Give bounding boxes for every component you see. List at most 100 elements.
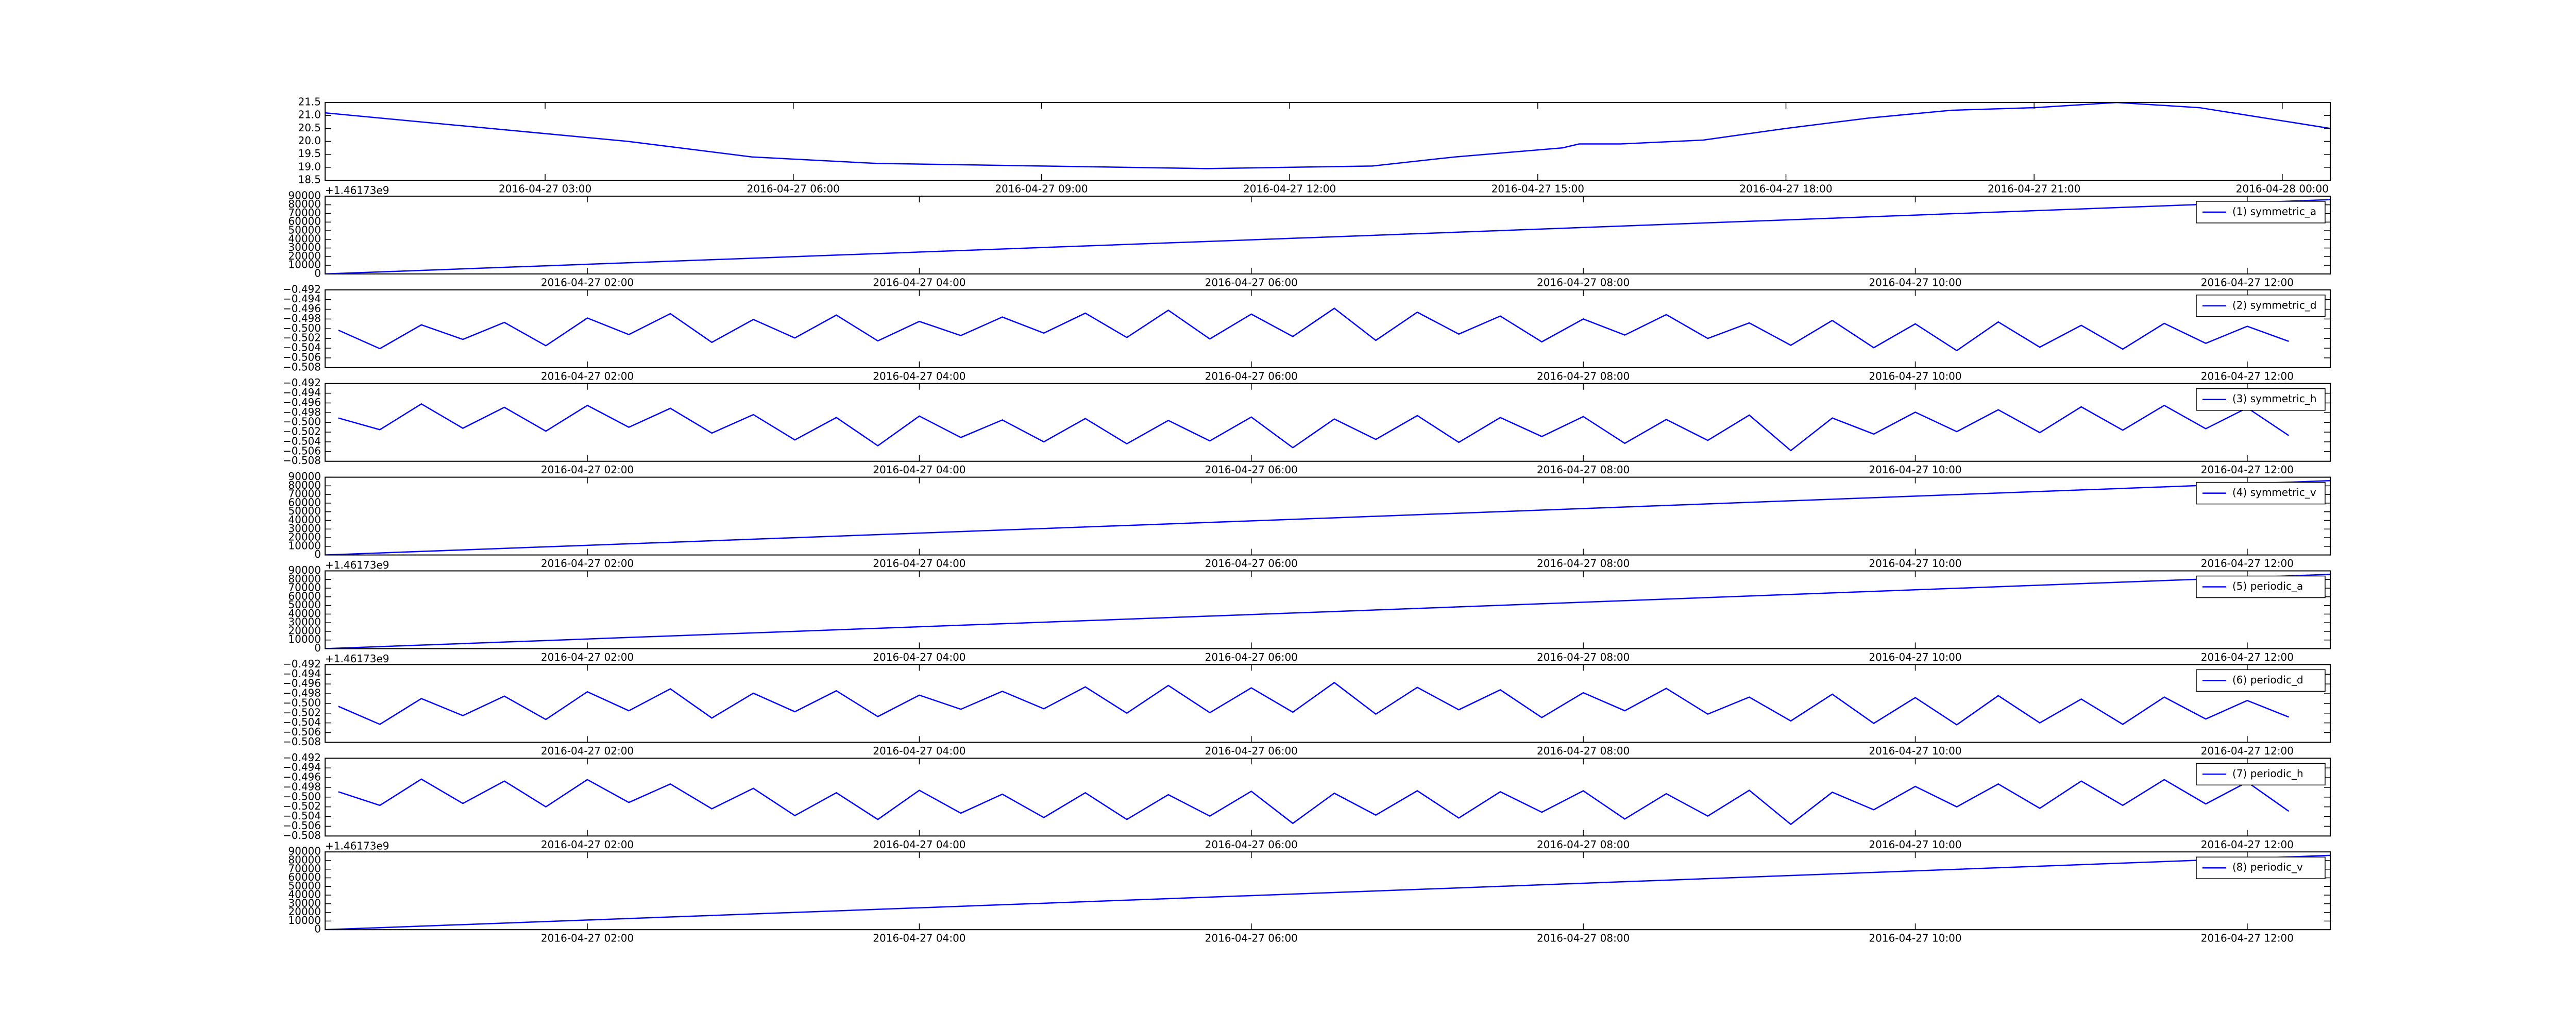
x-tick-label: 2016-04-27 10:00 <box>1869 276 1961 288</box>
y-tick-label: −0.498 <box>283 687 321 699</box>
x-tick-label: 2016-04-27 10:00 <box>1869 838 1961 851</box>
x-tick-label: 2016-04-27 12:00 <box>2201 745 2294 757</box>
plot-area <box>325 477 2330 555</box>
plot-lines <box>325 199 2330 274</box>
legend-label: (5) periodic_a <box>2232 580 2303 592</box>
axes-frame <box>325 289 2331 368</box>
y-tick-label: −0.508 <box>283 454 321 467</box>
axes-frame <box>325 758 2331 837</box>
data-line <box>338 403 2290 452</box>
y-tick-label: −0.496 <box>283 677 321 690</box>
x-tick-label: 2016-04-27 12:00 <box>2201 838 2294 851</box>
data-line <box>325 199 2330 274</box>
y-tick-label: 80000 <box>288 853 321 866</box>
legend: (1) symmetric_a <box>2196 201 2326 224</box>
data-line <box>338 307 2289 352</box>
y-tick-label: −0.496 <box>283 302 321 315</box>
y-tick-label: 20.5 <box>298 122 321 134</box>
y-tick-label: −0.504 <box>283 716 321 728</box>
axes-frame <box>325 476 2331 556</box>
x-tick-label: 2016-04-27 02:00 <box>541 932 634 945</box>
y-tick-label: −0.500 <box>283 322 321 334</box>
y-tick-label: 30000 <box>288 616 321 628</box>
y-tick-label: −0.504 <box>283 810 321 822</box>
y-tick-label: −0.500 <box>283 790 321 802</box>
y-tick-label: 50000 <box>288 505 321 517</box>
x-tick-label: 2016-04-27 06:00 <box>1205 651 1298 663</box>
data-line <box>338 778 2290 826</box>
x-tick-label: 2016-04-27 03:00 <box>499 183 591 195</box>
y-tick-label: 20000 <box>288 624 321 637</box>
x-tick-label: 2016-04-27 04:00 <box>873 557 965 570</box>
subplot: −0.508−0.506−0.504−0.502−0.500−0.498−0.4… <box>283 653 2331 757</box>
y-tick-label: 20000 <box>288 531 321 543</box>
plot-lines <box>338 778 2290 826</box>
x-tick-label: 2016-04-27 04:00 <box>873 464 965 476</box>
y-tick-label: 80000 <box>288 573 321 585</box>
y-tick-label: −0.506 <box>283 819 321 832</box>
x-tick-label: 2016-04-27 04:00 <box>873 745 965 757</box>
x-tick-label: 2016-04-27 02:00 <box>541 557 634 570</box>
y-tick-label: 50000 <box>288 598 321 611</box>
plot-lines <box>325 480 2330 555</box>
y-tick-label: −0.502 <box>283 425 321 438</box>
x-tick-label: 2016-04-27 08:00 <box>1537 276 1630 288</box>
y-tick-label: 90000 <box>288 470 321 483</box>
plot-area <box>325 571 2330 649</box>
subplot: −0.508−0.506−0.504−0.502−0.500−0.498−0.4… <box>283 751 2331 851</box>
axes-frame <box>325 570 2331 649</box>
x-tick-label: 2016-04-27 08:00 <box>1537 838 1630 851</box>
y-tick-label: −0.494 <box>283 761 321 774</box>
x-tick-label: 2016-04-27 08:00 <box>1537 464 1630 476</box>
y-tick-label: −0.492 <box>283 658 321 670</box>
x-tick-label: 2016-04-27 08:00 <box>1537 557 1630 570</box>
y-tick-label: 40000 <box>288 607 321 620</box>
y-tick-label: −0.494 <box>283 293 321 305</box>
legend: (5) periodic_a <box>2196 575 2326 598</box>
y-tick-label: 70000 <box>288 488 321 500</box>
y-tick-label: 80000 <box>288 479 321 491</box>
x-tick-label: 2016-04-27 06:00 <box>1205 370 1298 382</box>
y-tick-label: 21.5 <box>298 96 321 108</box>
y-tick-label: 40000 <box>288 513 321 526</box>
y-tick-label: −0.498 <box>283 406 321 418</box>
legend: (8) periodic_v <box>2196 856 2326 879</box>
x-tick-label: 2016-04-27 12:00 <box>2201 464 2294 476</box>
x-tick-label: 2016-04-27 10:00 <box>1869 557 1961 570</box>
y-tick-label: −0.500 <box>283 696 321 709</box>
plot-lines <box>325 854 2330 930</box>
y-tick-label: 70000 <box>288 581 321 594</box>
subplot: 0100002000030000400005000060000700008000… <box>288 184 2331 288</box>
x-tick-label: 2016-04-27 10:00 <box>1869 745 1961 757</box>
data-line <box>325 573 2330 649</box>
plot-area <box>325 664 2330 743</box>
x-tick-label: 2016-04-27 04:00 <box>873 276 965 288</box>
subplot: 0100002000030000400005000060000700008000… <box>288 559 2331 663</box>
plot-area <box>325 852 2330 930</box>
legend: (2) symmetric_d <box>2196 295 2326 317</box>
x-tick-label: 2016-04-27 06:00 <box>1205 557 1298 570</box>
y-tick-label: −0.498 <box>283 780 321 793</box>
legend: (7) periodic_h <box>2196 763 2326 786</box>
x-tick-label: 2016-04-27 12:00 <box>2201 276 2294 288</box>
y-tick-label: 40000 <box>288 232 321 245</box>
y-tick-label: 70000 <box>288 207 321 219</box>
x-tick-label: 2016-04-27 06:00 <box>1205 838 1298 851</box>
subplot: 0100002000030000400005000060000700008000… <box>288 840 2331 945</box>
y-tick-label: 50000 <box>288 880 321 892</box>
y-tick-label: −0.504 <box>283 435 321 447</box>
axes-frame <box>325 383 2331 462</box>
x-tick-label: 2016-04-27 10:00 <box>1869 370 1961 382</box>
data-line <box>325 102 2330 169</box>
y-tick-label: −0.502 <box>283 332 321 344</box>
subplot: −0.508−0.506−0.504−0.502−0.500−0.498−0.4… <box>283 283 2331 382</box>
plot-area <box>325 383 2330 461</box>
data-line <box>338 681 2289 726</box>
y-tick-label: −0.506 <box>283 351 321 363</box>
subplot: 0100002000030000400005000060000700008000… <box>288 470 2331 570</box>
x-tick-label: 2016-04-27 08:00 <box>1537 932 1630 945</box>
y-tick-label: 80000 <box>288 198 321 210</box>
y-tick-label: 20000 <box>288 905 321 918</box>
x-tick-label: 2016-04-27 12:00 <box>2201 557 2294 570</box>
